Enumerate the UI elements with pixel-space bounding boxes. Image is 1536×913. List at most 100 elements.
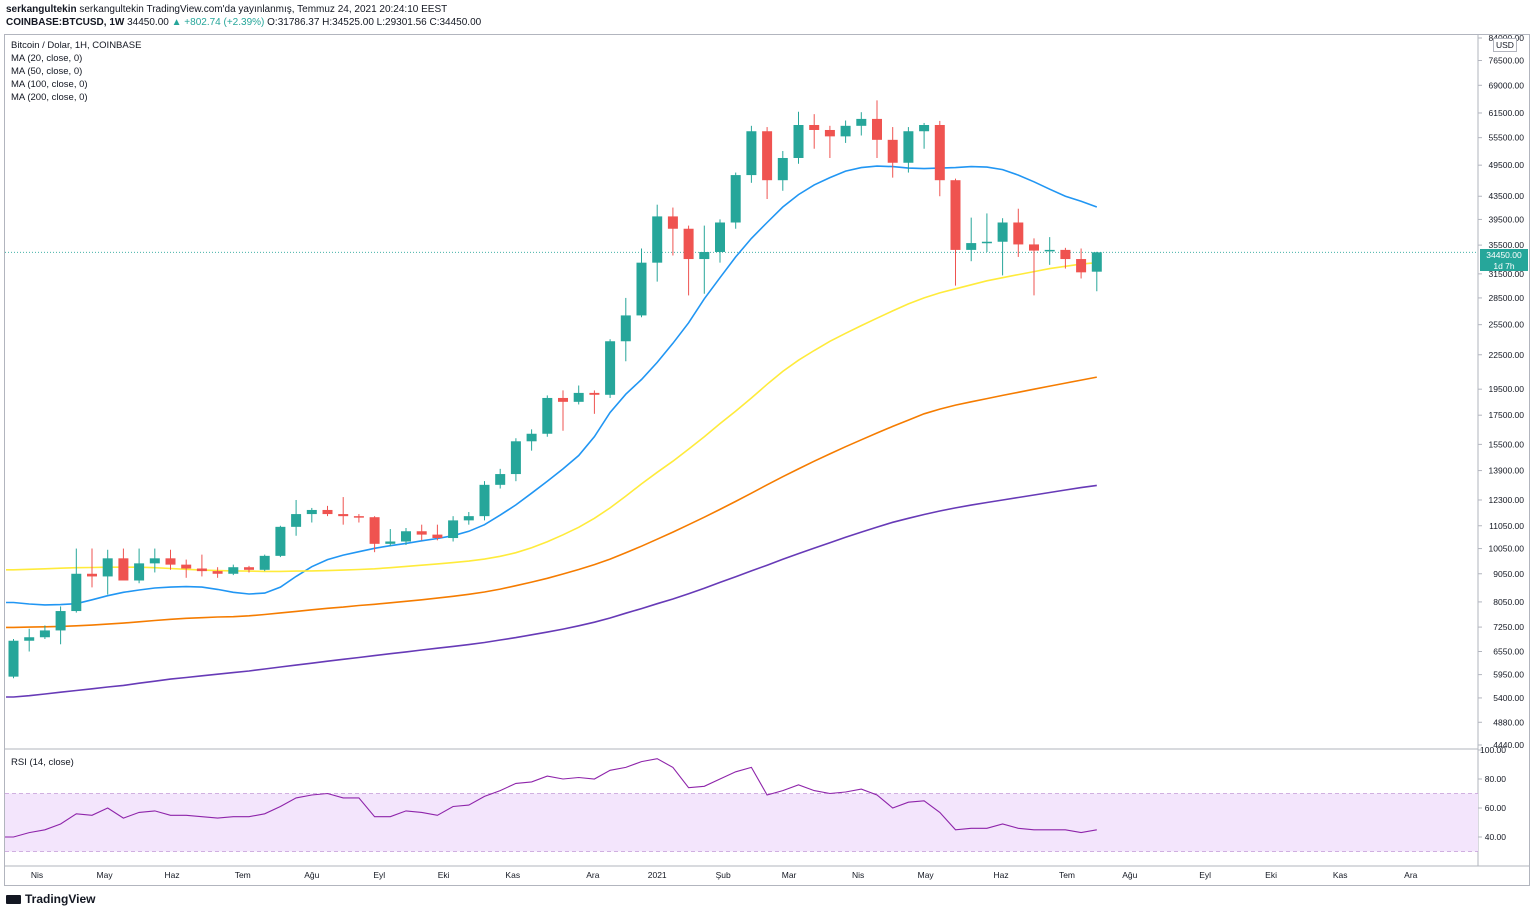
time-tick-label: May <box>918 870 935 880</box>
price-tick-label: 9050.00 <box>1493 569 1524 579</box>
time-tick-label: May <box>97 870 114 880</box>
legend-ma200[interactable]: MA (200, close, 0) <box>11 92 88 103</box>
candle-up <box>448 516 459 542</box>
candle-up <box>8 638 19 679</box>
time-tick-label: Haz <box>165 870 180 880</box>
candle-down <box>322 505 333 517</box>
candle-body <box>715 222 725 252</box>
time-tick-label: Kas <box>505 870 520 880</box>
bar-countdown: 1d 7h <box>1493 260 1515 271</box>
price-tick-label: 7250.00 <box>1493 622 1524 632</box>
candle-down <box>872 100 882 158</box>
ma20-line <box>6 165 1098 606</box>
candle-down <box>824 125 835 158</box>
time-tick-label: Ara <box>1404 870 1418 880</box>
candle-body <box>793 124 804 158</box>
candle-down <box>558 390 568 431</box>
candle-body <box>495 474 506 485</box>
candle-body <box>149 558 160 564</box>
legend-ma100[interactable]: MA (100, close, 0) <box>11 79 88 90</box>
price-tick-label: 22500.00 <box>1489 350 1525 360</box>
candle-down <box>683 225 694 296</box>
candle-body <box>463 516 474 521</box>
candle-body <box>667 216 678 229</box>
publish-text: serkangultekin TradingView.com'da yayınl… <box>79 4 448 15</box>
price-tick-label: 17500.00 <box>1489 410 1525 420</box>
price-tick-label: 19500.00 <box>1489 384 1525 394</box>
candle-body <box>401 531 411 542</box>
price-tick-label: 31500.00 <box>1489 269 1525 279</box>
candle-down <box>1076 248 1087 279</box>
candle-body <box>1076 259 1087 273</box>
price-tick-label: 4880.00 <box>1493 717 1524 727</box>
candle-body <box>840 125 851 137</box>
candle-down <box>369 516 380 553</box>
candle-down <box>950 178 961 286</box>
last-price-tag-value: 34450.00 <box>1486 250 1522 260</box>
candle-body <box>997 222 1008 242</box>
candle-body <box>479 484 490 517</box>
author: serkangultekin <box>6 4 77 15</box>
candle-up <box>55 606 66 645</box>
candle-up <box>24 628 35 652</box>
time-tick-label: Eki <box>438 870 450 880</box>
time-tick-label: Eki <box>1265 870 1277 880</box>
candle-body <box>1029 244 1039 251</box>
candle-up <box>1044 237 1055 265</box>
candle-body <box>87 573 97 577</box>
candle-body <box>1044 249 1055 252</box>
last-price: 34450.00 <box>127 17 169 28</box>
candle-up <box>542 395 553 437</box>
price-tick-label: 8050.00 <box>1493 597 1524 607</box>
legend-title: Bitcoin / Dolar, 1H, COINBASE <box>11 40 142 51</box>
price-tick-label: 49500.00 <box>1489 160 1525 170</box>
candle-body <box>322 509 333 515</box>
candle-body <box>636 262 647 316</box>
currency-label[interactable]: USD <box>1493 38 1517 52</box>
candle-body <box>573 392 584 402</box>
candle-down <box>589 390 600 414</box>
price-tick-label: 55500.00 <box>1489 133 1525 143</box>
candle-body <box>542 397 553 434</box>
candle-down <box>87 548 97 588</box>
candle-up <box>259 554 270 572</box>
candle-body <box>39 630 50 638</box>
rsi-tick-label: 80.00 <box>1485 774 1507 784</box>
candle-up <box>919 122 930 149</box>
candle-body <box>510 441 521 475</box>
candle-body <box>24 637 35 641</box>
price-tick-label: 61500.00 <box>1489 108 1525 118</box>
candle-body <box>777 157 788 181</box>
ma50-line <box>6 261 1097 573</box>
candle-up <box>102 549 113 595</box>
price-tick-label: 76500.00 <box>1489 55 1525 65</box>
candle-body <box>102 558 113 577</box>
candle-body <box>620 315 631 342</box>
time-tick-label: Tem <box>235 870 251 880</box>
candle-body <box>824 129 835 137</box>
legend-ma20[interactable]: MA (20, close, 0) <box>11 53 83 64</box>
candle-body <box>212 571 223 574</box>
candle-body <box>887 139 898 163</box>
candle-up <box>903 127 914 173</box>
price-tick-label: 4440.00 <box>1493 740 1524 750</box>
candle-down <box>1013 208 1024 257</box>
legend-ma50[interactable]: MA (50, close, 0) <box>11 66 83 77</box>
candle-down <box>1029 238 1039 296</box>
legend-rsi[interactable]: RSI (14, close) <box>11 757 74 768</box>
rsi-tick-label: 100.00 <box>1480 745 1506 755</box>
candle-body <box>196 568 207 572</box>
price-tick-label: 5400.00 <box>1493 693 1524 703</box>
candle-body <box>872 118 882 140</box>
price-tick-label: 69000.00 <box>1489 80 1525 90</box>
price-tick-label: 15500.00 <box>1489 439 1525 449</box>
candle-body <box>369 517 380 544</box>
candle-up <box>746 125 757 183</box>
tradingview-logo[interactable]: TradingView <box>6 892 95 906</box>
candle-up <box>526 429 537 451</box>
candle-body <box>385 541 396 544</box>
candle-body <box>526 433 537 442</box>
brand-name: TradingView <box>25 892 96 906</box>
symbol-info: COINBASE:BTCUSD, 1W 34450.00 ▲ +802.74 (… <box>6 17 481 29</box>
